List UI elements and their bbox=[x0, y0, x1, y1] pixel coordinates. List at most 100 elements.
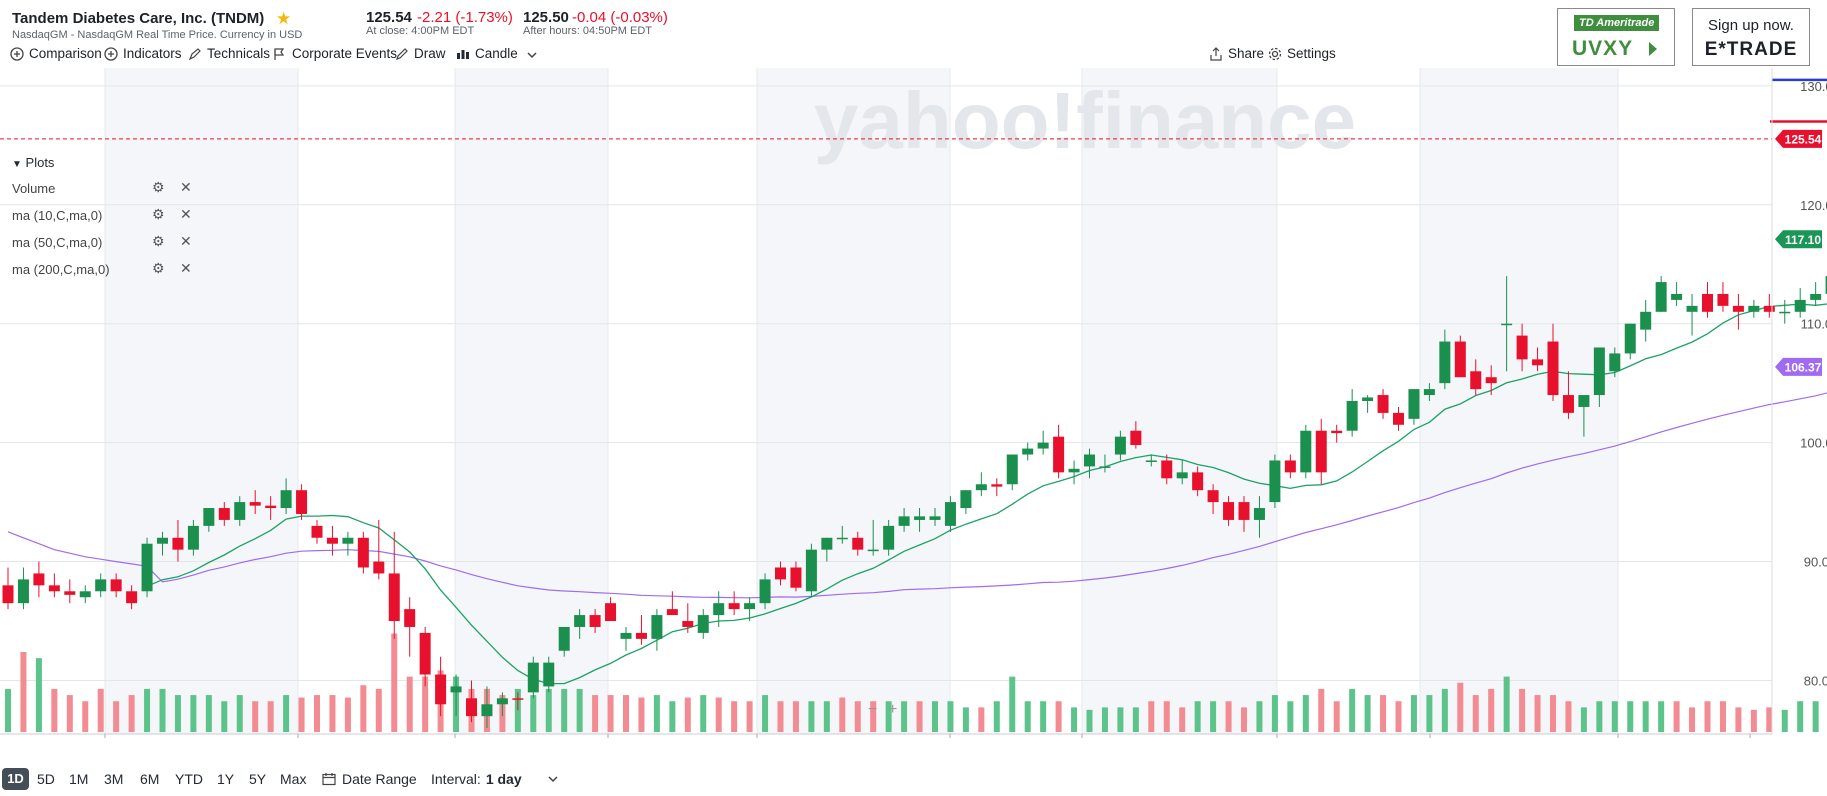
chevron-down-icon[interactable] bbox=[526, 48, 538, 66]
plots-toggle[interactable]: ▼ Plots bbox=[12, 155, 54, 170]
volume-bar bbox=[406, 676, 413, 732]
volume-bar bbox=[684, 697, 691, 732]
candle-body bbox=[1176, 472, 1188, 479]
draw-button[interactable]: Draw bbox=[395, 46, 446, 61]
candle bbox=[1717, 282, 1729, 312]
candle bbox=[805, 543, 817, 598]
volume-bar bbox=[669, 701, 676, 732]
candle-body bbox=[1346, 401, 1358, 431]
candle bbox=[898, 508, 910, 532]
candle bbox=[1423, 383, 1435, 401]
candle bbox=[496, 692, 508, 717]
watchlist-star-icon[interactable]: ★ bbox=[276, 9, 292, 28]
range-1y-button[interactable]: 1Y bbox=[217, 771, 235, 787]
volume-bar bbox=[576, 688, 583, 732]
candle bbox=[1655, 276, 1667, 312]
volume-bar bbox=[66, 695, 73, 732]
draw-label: Draw bbox=[414, 46, 446, 61]
indicators-button[interactable]: Indicators bbox=[104, 46, 182, 61]
x-tick-label: Aug bbox=[1265, 737, 1288, 738]
volume-bar bbox=[700, 695, 707, 732]
volume-bar bbox=[1781, 709, 1788, 732]
plot-remove-close-icon[interactable]: ✕ bbox=[180, 233, 192, 249]
candle bbox=[110, 573, 122, 598]
candle bbox=[172, 519, 184, 562]
candle-body bbox=[1794, 299, 1806, 312]
candle-body bbox=[1331, 430, 1343, 434]
candle bbox=[1454, 335, 1466, 378]
range-ytd-button[interactable]: YTD bbox=[175, 771, 203, 787]
candle-body bbox=[728, 603, 740, 610]
interval-value: 1 day bbox=[485, 771, 522, 787]
candle-body bbox=[110, 579, 122, 592]
y-tick-label: 120.00 bbox=[1800, 198, 1827, 213]
shaded-month-band bbox=[1082, 68, 1277, 734]
candle-body bbox=[744, 603, 756, 610]
ticker-title: Tandem Diabetes Care, Inc. (TNDM) bbox=[12, 10, 265, 27]
y-tick-label: 110.00 bbox=[1801, 317, 1827, 332]
plot-settings-gear-icon[interactable]: ⚙ bbox=[152, 260, 165, 276]
candle-body bbox=[1130, 430, 1142, 446]
shaded-month-band bbox=[455, 68, 608, 734]
drawn-trend-lines[interactable] bbox=[1770, 78, 1827, 310]
chart-type-select[interactable]: Candle bbox=[456, 46, 518, 61]
date-range-button[interactable]: Date Range bbox=[322, 771, 417, 787]
interval-select[interactable]: Interval: 1 day bbox=[431, 771, 559, 787]
candle bbox=[218, 502, 230, 526]
volume-bar bbox=[854, 701, 861, 732]
candle bbox=[852, 531, 864, 556]
technicals-button[interactable]: Technicals bbox=[188, 46, 270, 61]
range-5y-button[interactable]: 5Y bbox=[249, 771, 267, 787]
candle-body bbox=[1439, 341, 1451, 384]
range-1m-button[interactable]: 1M bbox=[69, 771, 89, 787]
plot-settings-gear-icon[interactable]: ⚙ bbox=[152, 233, 165, 249]
volume-bar bbox=[314, 695, 320, 732]
volume-bar bbox=[916, 701, 923, 732]
plot-settings-gear-icon[interactable]: ⚙ bbox=[152, 206, 165, 222]
candle-body bbox=[1253, 508, 1265, 520]
range-3m-button[interactable]: 3M bbox=[104, 771, 124, 787]
candle bbox=[1779, 299, 1791, 324]
comparison-button[interactable]: Comparison bbox=[10, 46, 102, 61]
candle-body bbox=[543, 662, 555, 687]
range-6m-button[interactable]: 6M bbox=[140, 771, 160, 787]
plot-settings-gear-icon[interactable]: ⚙ bbox=[152, 179, 165, 195]
volume-bar bbox=[1611, 701, 1618, 732]
candle bbox=[1037, 430, 1049, 455]
candle bbox=[1377, 389, 1389, 419]
volume-bar bbox=[205, 695, 212, 732]
candle-body bbox=[218, 508, 230, 520]
volume-bar bbox=[267, 701, 274, 732]
etrade-ad[interactable]: Sign up now. E*TRADE bbox=[1692, 8, 1810, 66]
volume-bar bbox=[1627, 701, 1634, 732]
volume-bar bbox=[1225, 701, 1232, 732]
range-1d-button[interactable]: 1D bbox=[2, 768, 29, 790]
range-5d-button[interactable]: 5D bbox=[37, 771, 55, 787]
zoom-controls[interactable]: − + bbox=[868, 701, 897, 718]
settings-button[interactable]: Settings bbox=[1268, 46, 1336, 61]
candle bbox=[1207, 484, 1219, 514]
plot-remove-close-icon[interactable]: ✕ bbox=[180, 206, 192, 222]
share-button[interactable]: Share bbox=[1209, 46, 1264, 61]
gear-icon bbox=[1268, 47, 1282, 60]
candle-body bbox=[883, 525, 895, 550]
candle bbox=[635, 615, 647, 645]
plot-remove-close-icon[interactable]: ✕ bbox=[180, 260, 192, 276]
price-chart[interactable]: yahoo!finance 80.00 90.00 100.00 110.00 120.… bbox=[0, 68, 1827, 738]
volume-bar bbox=[298, 697, 305, 732]
candle-body bbox=[790, 567, 802, 588]
ameritrade-ad[interactable]: TD Ameritrade UVXY bbox=[1557, 8, 1675, 66]
plot-remove-close-icon[interactable]: ✕ bbox=[180, 179, 192, 195]
corporate-events-button[interactable]: Corporate Events bbox=[273, 46, 397, 61]
volume-bar bbox=[1534, 695, 1541, 732]
candle bbox=[1671, 282, 1683, 306]
zoom-out-button[interactable]: − bbox=[868, 701, 877, 718]
volume-bar bbox=[1410, 695, 1417, 732]
volume-bar bbox=[360, 685, 367, 732]
volume-bars bbox=[5, 633, 1819, 732]
candle bbox=[79, 585, 91, 604]
candle-body bbox=[836, 537, 848, 540]
candle bbox=[1578, 395, 1590, 437]
range-max-button[interactable]: Max bbox=[280, 771, 307, 787]
zoom-in-button[interactable]: + bbox=[888, 701, 897, 718]
